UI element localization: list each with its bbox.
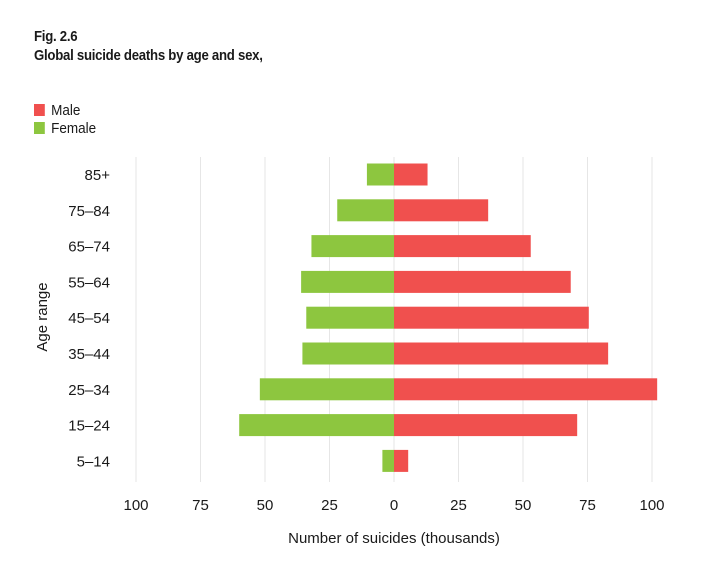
legend-item-female: Female bbox=[34, 119, 96, 137]
bar-female bbox=[366, 163, 394, 186]
y-tick-label: 85+ bbox=[85, 167, 111, 184]
legend-swatch-male bbox=[34, 104, 45, 116]
bar-female bbox=[239, 414, 394, 437]
legend-swatch-female bbox=[34, 122, 45, 134]
bar-male bbox=[394, 378, 658, 401]
y-tick-label: 75–84 bbox=[68, 203, 110, 220]
x-axis-label: Number of suicides (thousands) bbox=[288, 530, 500, 547]
bar-male bbox=[394, 342, 609, 365]
y-tick-label: 25–34 bbox=[68, 382, 110, 399]
bar-female bbox=[301, 270, 394, 293]
x-tick-label: 75 bbox=[579, 497, 596, 514]
bar-male bbox=[394, 199, 489, 222]
y-tick-labels: 85+ 75–84 65–74 55–64 45–54 35–44 25–34 15–24 5–… bbox=[68, 167, 110, 470]
bar-female bbox=[382, 449, 394, 472]
legend-label-female: Female bbox=[51, 119, 97, 137]
legend: Male Female bbox=[34, 101, 103, 137]
bars bbox=[239, 163, 658, 472]
bar-male bbox=[394, 163, 428, 186]
bar-female bbox=[259, 378, 394, 401]
y-tick-label: 5–14 bbox=[77, 453, 110, 470]
x-tick-label: 100 bbox=[123, 497, 148, 514]
x-tick-label: 100 bbox=[639, 497, 664, 514]
x-tick-label: 75 bbox=[192, 497, 209, 514]
bar-male bbox=[394, 306, 589, 329]
bar-male bbox=[394, 449, 409, 472]
y-tick-label: 65–74 bbox=[68, 239, 110, 256]
y-tick-label: 55–64 bbox=[68, 274, 110, 291]
x-tick-label: 50 bbox=[257, 497, 274, 514]
bar-female bbox=[306, 306, 394, 329]
x-tick-labels: 100 75 50 25 0 25 50 75 100 bbox=[123, 497, 664, 514]
legend-label-male: Male bbox=[51, 101, 81, 119]
y-tick-label: 15–24 bbox=[68, 418, 110, 435]
y-tick-label: 35–44 bbox=[68, 346, 110, 363]
bar-male bbox=[394, 414, 578, 437]
bar-male bbox=[394, 270, 571, 293]
x-tick-label: 25 bbox=[450, 497, 467, 514]
bar-female bbox=[311, 235, 394, 258]
y-axis-label: Age range bbox=[34, 282, 51, 351]
bar-female bbox=[302, 342, 394, 365]
legend-item-male: Male bbox=[34, 101, 96, 119]
figure-title: Global suicide deaths by age and sex, bbox=[34, 47, 263, 64]
x-tick-label: 25 bbox=[321, 497, 338, 514]
x-tick-label: 0 bbox=[390, 497, 398, 514]
figure-label: Fig. 2.6 bbox=[34, 28, 78, 45]
x-tick-label: 50 bbox=[515, 497, 532, 514]
bar-male bbox=[394, 235, 531, 258]
y-tick-label: 45–54 bbox=[68, 310, 110, 327]
bar-female bbox=[337, 199, 394, 222]
